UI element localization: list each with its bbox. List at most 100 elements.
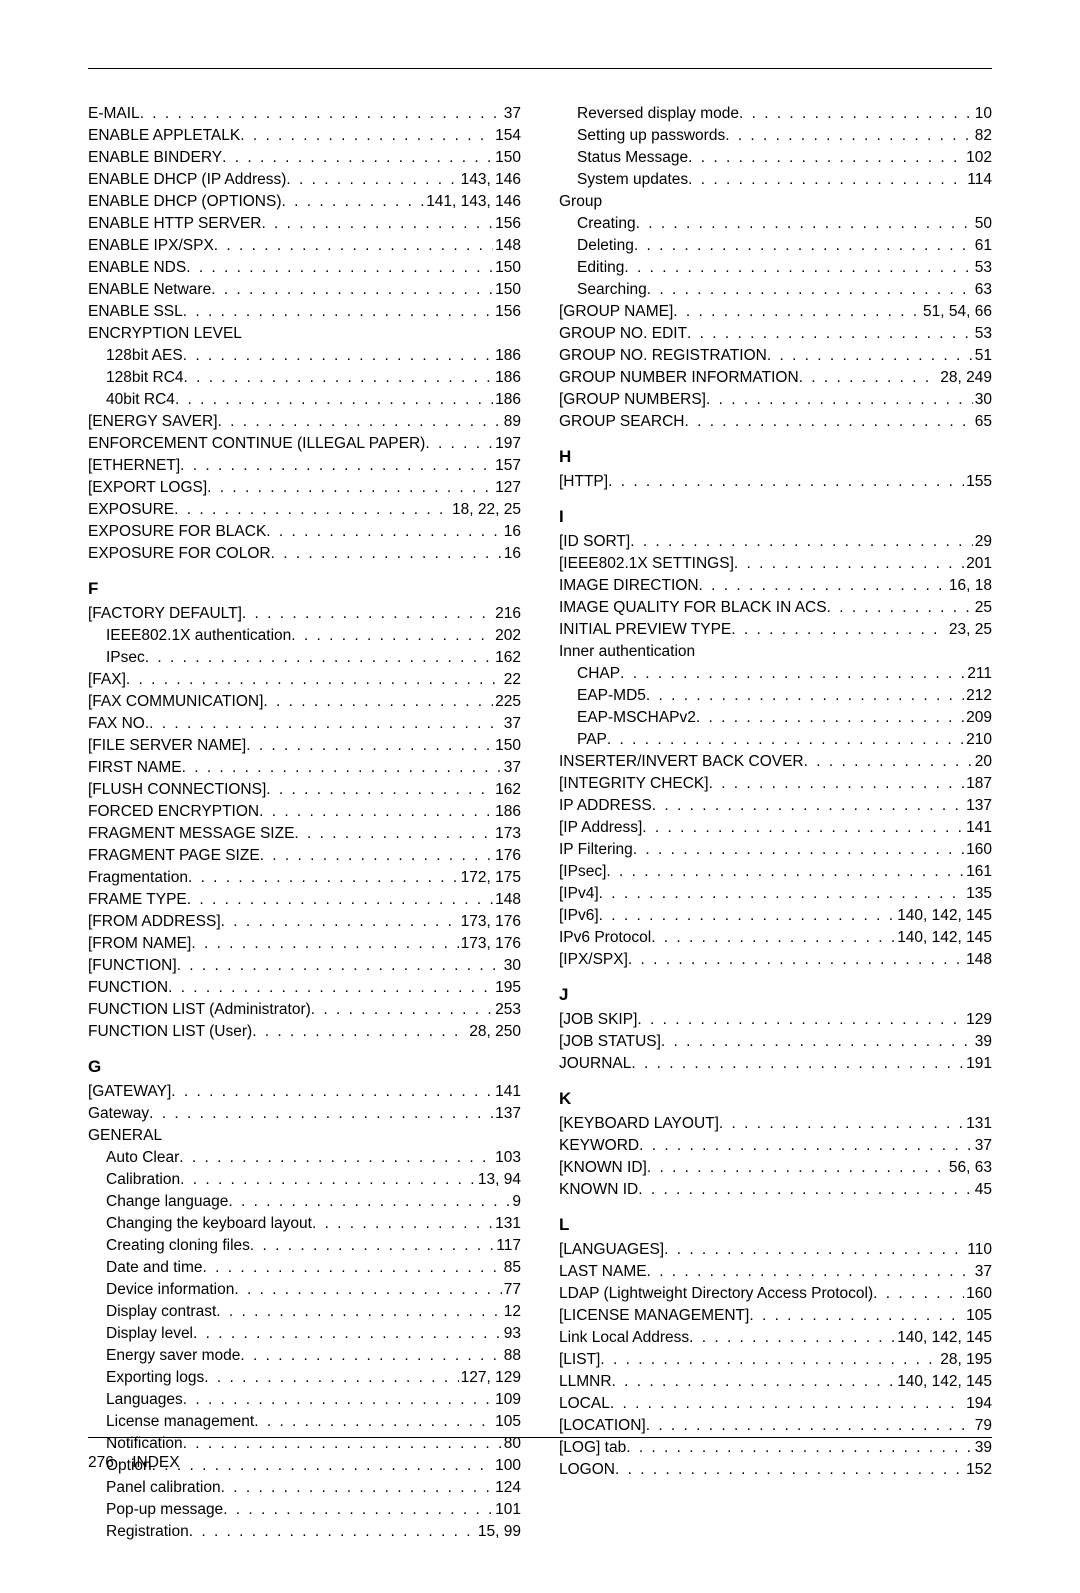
index-entry: [GROUP NAME] . . . . . . . . . . . . . .… [559, 301, 992, 323]
entry-label: Searching [577, 279, 647, 301]
dot-leader: . . . . . . . . . . . . . . . . . . . . … [642, 817, 964, 839]
entry-label: Setting up passwords [577, 125, 725, 147]
entry-label: [KEYBOARD LAYOUT] [559, 1113, 719, 1135]
entry-page: 20 [973, 751, 992, 773]
dot-leader: . . . . . . . . . . . . . . . . . . . . … [234, 1279, 501, 1301]
dot-leader: . . . . . . . . . . . . . . . . . . . . … [684, 411, 972, 433]
section-heading: K [559, 1089, 992, 1109]
index-entry: IPsec . . . . . . . . . . . . . . . . . … [88, 647, 521, 669]
index-entry: Display level . . . . . . . . . . . . . … [88, 1323, 521, 1345]
entry-label: ENABLE APPLETALK [88, 125, 240, 147]
entry-page: 37 [502, 757, 521, 779]
dot-leader: . . . . . . . . . . . . . . . . . . . . … [221, 911, 459, 933]
index-entry: INSERTER/INVERT BACK COVER . . . . . . .… [559, 751, 992, 773]
entry-page: 148 [493, 889, 521, 911]
dot-leader: . . . . . . . . . . . . . . . . . . . . … [606, 861, 964, 883]
index-entry: Energy saver mode . . . . . . . . . . . … [88, 1345, 521, 1367]
entry-label: IEEE802.1X authentication [106, 625, 291, 647]
entry-label: Reversed display mode [577, 103, 739, 125]
entry-label: Deleting [577, 235, 634, 257]
entry-label: Calibration [106, 1169, 180, 1191]
index-entry: LOGON . . . . . . . . . . . . . . . . . … [559, 1459, 992, 1481]
index-entry: [KNOWN ID] . . . . . . . . . . . . . . .… [559, 1157, 992, 1179]
index-entry: Creating cloning files . . . . . . . . .… [88, 1235, 521, 1257]
index-entry: FAX NO. . . . . . . . . . . . . . . . . … [88, 713, 521, 735]
index-entry: [INTEGRITY CHECK] . . . . . . . . . . . … [559, 773, 992, 795]
index-entry: [ENERGY SAVER] . . . . . . . . . . . . .… [88, 411, 521, 433]
entry-label: ENABLE SSL [88, 301, 183, 323]
entry-page: 154 [493, 125, 521, 147]
index-entry: Date and time . . . . . . . . . . . . . … [88, 1257, 521, 1279]
entry-page: 61 [973, 235, 992, 257]
index-entry: Registration . . . . . . . . . . . . . .… [88, 1521, 521, 1543]
entry-label: [HTTP] [559, 471, 608, 493]
entry-page: 100 [493, 1455, 521, 1477]
entry-page: 173 [493, 823, 521, 845]
entry-page: 16, 18 [947, 575, 992, 597]
entry-label: EXPOSURE FOR BLACK [88, 521, 266, 543]
entry-label: GROUP NUMBER INFORMATION [559, 367, 799, 389]
entry-label: Exporting logs [106, 1367, 204, 1389]
entry-label: Creating [577, 213, 636, 235]
entry-page: 56, 63 [947, 1157, 992, 1179]
dot-leader: . . . . . . . . . . . . . . . . . . . . … [687, 323, 973, 345]
entry-page: 141 [493, 1081, 521, 1103]
entry-label: Change language [106, 1191, 228, 1213]
dot-leader: . . . . . . . . . . . . . . . . . . . . … [631, 1053, 964, 1075]
index-entry: EAP-MSCHAPv2 . . . . . . . . . . . . . .… [559, 707, 992, 729]
entry-page: 28, 250 [467, 1021, 521, 1043]
dot-leader: . . . . . . . . . . . . . . . . . . . . … [699, 575, 947, 597]
dot-leader: . . . . . . . . . . . . . . . . . . . . … [688, 169, 965, 191]
entry-label: Languages [106, 1389, 183, 1411]
entry-page: 150 [493, 279, 521, 301]
entry-label: 128bit AES [106, 345, 183, 367]
entry-label: GROUP SEARCH [559, 411, 684, 433]
dot-leader: . . . . . . . . . . . . . . . . . . . . … [240, 125, 493, 147]
index-entry: [GROUP NUMBERS] . . . . . . . . . . . . … [559, 389, 992, 411]
entry-page: 51, 54, 66 [921, 301, 992, 323]
entry-label: Device information [106, 1279, 234, 1301]
index-entry: [HTTP] . . . . . . . . . . . . . . . . .… [559, 471, 992, 493]
dot-leader: . . . . . . . . . . . . . . . . . . . . … [688, 147, 964, 169]
entry-page: 209 [964, 707, 992, 729]
dot-leader: . . . . . . . . . . . . . . . . . . . . … [149, 713, 502, 735]
dot-leader: . . . . . . . . . . . . . . . . . . . . … [799, 367, 939, 389]
entry-label: IPv6 Protocol [559, 927, 651, 949]
entry-label: Pop-up message [106, 1499, 223, 1521]
entry-page: 28, 249 [938, 367, 992, 389]
entry-label: [LANGUAGES] [559, 1239, 664, 1261]
entry-label: [LICENSE MANAGEMENT] [559, 1305, 749, 1327]
entry-page: 65 [973, 411, 992, 433]
index-entry: ENFORCEMENT CONTINUE (ILLEGAL PAPER) . .… [88, 433, 521, 455]
index-entry: Pop-up message . . . . . . . . . . . . .… [88, 1499, 521, 1521]
dot-leader: . . . . . . . . . . . . . . . . . . . . … [261, 213, 493, 235]
entry-page: 143, 146 [459, 169, 521, 191]
entry-page: 187 [964, 773, 992, 795]
entry-label: GROUP NO. EDIT [559, 323, 687, 345]
dot-leader: . . . . . . . . . . . . . . . . . . . . … [182, 757, 502, 779]
index-entry: ENABLE APPLETALK . . . . . . . . . . . .… [88, 125, 521, 147]
entry-label: EXPOSURE [88, 499, 174, 521]
entry-page: 212 [964, 685, 992, 707]
page-footer: 276 INDEX [88, 1454, 180, 1472]
entry-label: [GATEWAY] [88, 1081, 171, 1103]
dot-leader: . . . . . . . . . . . . . . . . . . . . … [286, 169, 458, 191]
entry-page: 157 [493, 455, 521, 477]
dot-leader: . . . . . . . . . . . . . . . . . . . . … [228, 1191, 510, 1213]
dot-leader: . . . . . . . . . . . . . . . . . . . . … [252, 1021, 467, 1043]
index-entry: KEYWORD . . . . . . . . . . . . . . . . … [559, 1135, 992, 1157]
entry-label: Panel calibration [106, 1477, 221, 1499]
index-entry: System updates . . . . . . . . . . . . .… [559, 169, 992, 191]
dot-leader: . . . . . . . . . . . . . . . . . . . . … [266, 521, 501, 543]
entry-label: [KNOWN ID] [559, 1157, 647, 1179]
dot-leader: . . . . . . . . . . . . . . . . . . . . … [214, 235, 493, 257]
dot-leader: . . . . . . . . . . . . . . . . . . . . … [263, 691, 493, 713]
dot-leader: . . . . . . . . . . . . . . . . . . . . … [725, 125, 973, 147]
dot-leader: . . . . . . . . . . . . . . . . . . . . … [183, 1389, 493, 1411]
index-entry: EAP-MD5 . . . . . . . . . . . . . . . . … [559, 685, 992, 707]
entry-page: 53 [973, 323, 992, 345]
entry-label: Date and time [106, 1257, 203, 1279]
dot-leader: . . . . . . . . . . . . . . . . . . . . … [646, 1415, 973, 1437]
entry-page: 13, 94 [476, 1169, 521, 1191]
entry-page: 114 [965, 169, 992, 191]
